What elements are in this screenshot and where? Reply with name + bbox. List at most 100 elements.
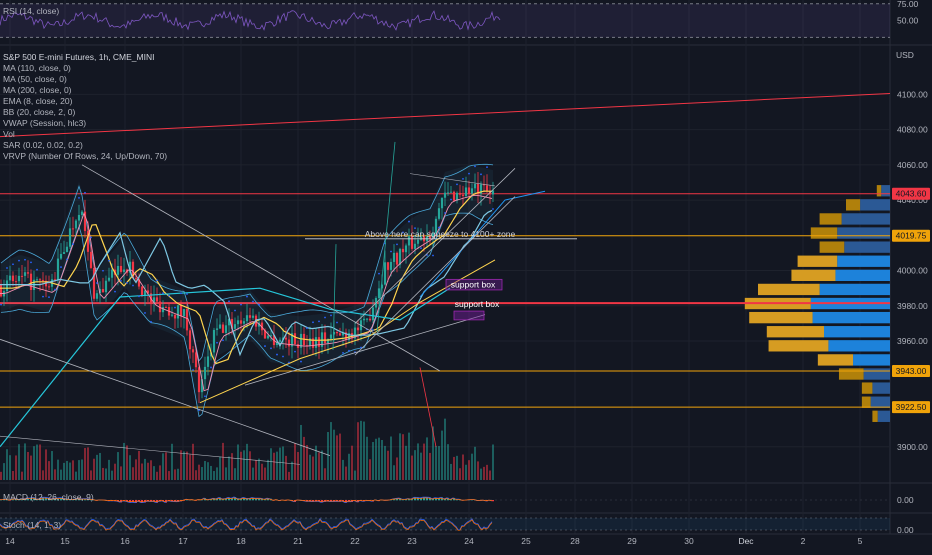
sar-dot — [444, 212, 446, 214]
indicator-legend-item[interactable]: MA (200, close, 0) — [3, 85, 167, 96]
x-axis-tick-label: 30 — [684, 536, 694, 546]
volume-bar — [429, 453, 431, 480]
volume-bar — [93, 459, 95, 480]
macd-histogram-bar — [492, 500, 494, 501]
candle-body — [315, 337, 317, 348]
candle-body — [249, 315, 251, 318]
indicator-legend-item[interactable]: VRVP (Number Of Rows, 24, Up/Down, 70) — [3, 151, 167, 162]
candle-body — [384, 262, 386, 284]
sar-dot — [102, 270, 104, 272]
volume-bar — [444, 419, 446, 480]
candle-body — [135, 278, 137, 279]
volume-bar — [264, 468, 266, 480]
candle-body — [9, 276, 11, 281]
volume-bar — [273, 453, 275, 480]
volume-profile-up-bar — [871, 397, 890, 408]
sar-dot — [108, 260, 110, 262]
indicator-legend-item[interactable]: EMA (8, close, 20) — [3, 96, 167, 107]
volume-profile-up-bar — [881, 185, 890, 196]
volume-bar — [381, 440, 383, 480]
volume-bar — [237, 444, 239, 480]
volume-bar — [216, 467, 218, 480]
candle-body — [492, 190, 494, 194]
sar-dot — [138, 296, 140, 298]
candle-body — [288, 340, 290, 347]
volume-bar — [87, 447, 89, 480]
indicator-legend-item[interactable]: BB (20, close, 2, 0) — [3, 107, 167, 118]
volume-bar — [390, 436, 392, 480]
candle-body — [471, 188, 473, 193]
x-axis-tick-label: 15 — [60, 536, 70, 546]
sar-dot — [186, 293, 188, 295]
sar-dot — [120, 280, 122, 282]
sar-dot — [276, 354, 278, 356]
sar-dot — [216, 342, 218, 344]
volume-profile-down-bar — [872, 411, 877, 422]
sar-dot — [36, 269, 38, 271]
candle-body — [81, 212, 83, 215]
volume-bar — [456, 456, 458, 480]
candle-body — [90, 252, 92, 268]
indicator-legend-item[interactable]: Vol — [3, 129, 167, 140]
candle-body — [366, 319, 368, 320]
volume-bar — [183, 452, 185, 480]
volume-bar — [66, 461, 68, 480]
volume-bar — [54, 469, 56, 480]
candle-body — [399, 249, 401, 265]
sar-dot — [240, 304, 242, 306]
sar-dot — [84, 192, 86, 194]
volume-bar — [24, 443, 26, 480]
indicator-legend-item[interactable]: SAR (0.02, 0.02, 0.2) — [3, 140, 167, 151]
volume-profile-down-bar — [791, 270, 835, 281]
price-axis-label: 3960.00 — [897, 336, 928, 346]
volume-bar — [171, 444, 173, 480]
volume-bar — [387, 451, 389, 480]
volume-bar — [120, 466, 122, 480]
macd-axis-label: 0.00 — [897, 495, 914, 505]
candle-body — [453, 192, 455, 201]
volume-bar — [261, 464, 263, 480]
volume-bar — [132, 467, 134, 480]
price-axis-label: 3900.00 — [897, 442, 928, 452]
volume-bar — [360, 421, 362, 480]
volume-bar — [492, 444, 494, 480]
volume-bar — [57, 460, 59, 480]
volume-bar — [63, 463, 65, 480]
candle-body — [171, 315, 173, 316]
indicator-legend-item[interactable]: MA (50, close, 0) — [3, 74, 167, 85]
sar-dot — [96, 282, 98, 284]
candle-body — [234, 324, 236, 329]
x-axis-tick-label: 29 — [627, 536, 637, 546]
volume-bar — [246, 444, 248, 480]
volume-bar — [324, 468, 326, 480]
volume-bar — [306, 445, 308, 480]
x-axis-tick-label: 22 — [350, 536, 360, 546]
candle-body — [63, 252, 65, 254]
volume-profile-up-bar — [878, 411, 890, 422]
sar-dot — [432, 255, 434, 257]
volume-bar — [339, 434, 341, 480]
volume-bar — [465, 465, 467, 480]
candle-body — [438, 208, 440, 219]
volume-bar — [426, 437, 428, 480]
candle-body — [24, 272, 26, 276]
sar-dot — [270, 347, 272, 349]
volume-bar — [240, 452, 242, 480]
sar-dot — [234, 310, 236, 312]
volume-bar — [195, 470, 197, 480]
volume-bar — [333, 430, 335, 480]
volume-bar — [459, 468, 461, 480]
volume-bar — [423, 444, 425, 480]
candle-body — [462, 195, 464, 196]
candle-body — [123, 270, 125, 272]
indicator-legend-item[interactable]: MA (110, close, 0) — [3, 63, 167, 74]
indicator-legend-item[interactable]: VWAP (Session, hlc3) — [3, 118, 167, 129]
macd-title: MACD (12, 26, close, 9) — [3, 492, 94, 502]
candle-body — [177, 305, 179, 318]
volume-bar — [378, 438, 380, 480]
volume-bar — [255, 460, 257, 480]
sar-dot — [330, 315, 332, 317]
volume-bar — [330, 422, 332, 480]
candle-body — [48, 286, 50, 287]
volume-bar — [198, 465, 200, 480]
